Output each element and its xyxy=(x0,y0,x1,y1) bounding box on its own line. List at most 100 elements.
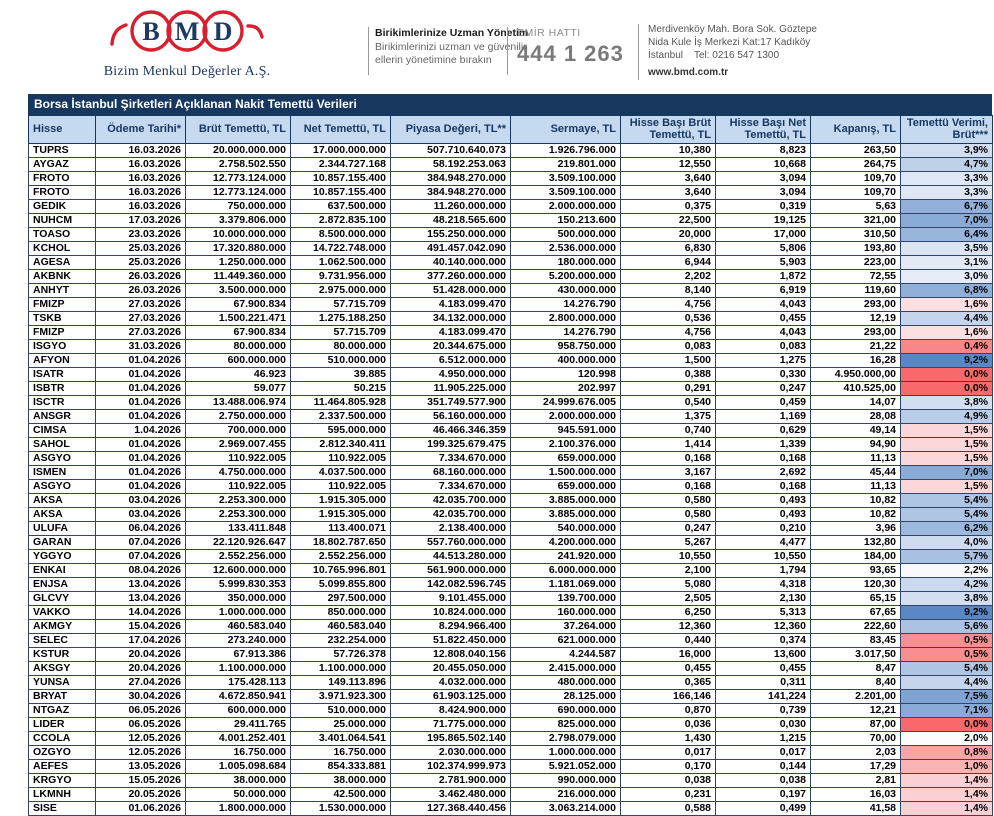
cell-hb_net: 0,455 xyxy=(715,660,811,676)
cell-verim: 3,3% xyxy=(900,170,993,186)
cell-odeme: 16.03.2026 xyxy=(95,198,186,214)
table-row: SAHOL 01.04.2026 2.969.007.455 2.812.340.41… xyxy=(28,436,993,452)
cell-sermaye: 659.000.000 xyxy=(510,478,621,494)
tagline-line-1: Birikimlerinizi uzman ve güvenilir xyxy=(375,40,527,53)
cell-sermaye: 202.997 xyxy=(510,380,621,396)
cell-net: 2.552.256.000 xyxy=(290,548,391,564)
cell-kapanis: 65,15 xyxy=(810,590,901,606)
cell-kapanis: 41,58 xyxy=(810,800,901,816)
letterhead: B M D Bizim Menkul Değerler A.Ş. Birikim… xyxy=(0,0,994,92)
order-hotline-label: EMİR HATTI xyxy=(517,27,581,39)
table-row: SISE 01.06.2026 1.800.000.000 1.530.000.000… xyxy=(28,800,993,816)
cell-hisse: AFYON xyxy=(28,352,96,368)
order-hotline-block: EMİR HATTI 444 1 263 xyxy=(507,27,624,75)
cell-odeme: 15.04.2026 xyxy=(95,618,186,634)
cell-net: 3.401.064.541 xyxy=(290,730,391,746)
cell-verim: 1,5% xyxy=(900,478,993,494)
cell-net: 4.037.500.000 xyxy=(290,464,391,480)
cell-kapanis: 184,00 xyxy=(810,548,901,564)
cell-hb_brut: 5,080 xyxy=(620,576,716,592)
cell-brut: 67.900.834 xyxy=(185,324,291,340)
cell-brut: 460.583.040 xyxy=(185,618,291,634)
cell-hb_net: 0,017 xyxy=(715,744,811,760)
cell-brut: 1.005.098.684 xyxy=(185,758,291,774)
cell-piyasa: 11.905.225.000 xyxy=(390,380,511,396)
cell-hisse: AEFES xyxy=(28,758,96,774)
cell-verim: 1,4% xyxy=(900,772,993,788)
cell-net: 3.971.923.300 xyxy=(290,688,391,704)
cell-verim: 1,0% xyxy=(900,758,993,774)
cell-hisse: ASGYO xyxy=(28,478,96,494)
cell-brut: 110.922.005 xyxy=(185,450,291,466)
cell-hisse: GLCVY xyxy=(28,590,96,606)
cell-hb_brut: 8,140 xyxy=(620,282,716,298)
cell-brut: 1.100.000.000 xyxy=(185,660,291,676)
cell-hb_net: 5,903 xyxy=(715,254,811,270)
cell-sermaye: 3.063.214.000 xyxy=(510,800,621,816)
cell-piyasa: 20.455.050.000 xyxy=(390,660,511,676)
cell-odeme: 08.04.2026 xyxy=(95,562,186,578)
table-row: ANHYT 26.03.2026 3.500.000.000 2.975.000.00… xyxy=(28,282,993,298)
cell-sermaye: 28.125.000 xyxy=(510,688,621,704)
cell-odeme: 16.03.2026 xyxy=(95,156,186,172)
cell-piyasa: 48.218.565.600 xyxy=(390,212,511,228)
cell-net: 16.750.000 xyxy=(290,744,391,760)
cell-kapanis: 10,82 xyxy=(810,492,901,508)
cell-hisse: ISATR xyxy=(28,366,96,382)
cell-hisse: SISE xyxy=(28,800,96,816)
cell-hb_brut: 0,588 xyxy=(620,800,716,816)
cell-brut: 46.923 xyxy=(185,366,291,382)
cell-hb_brut: 0,083 xyxy=(620,338,716,354)
cell-verim: 1,6% xyxy=(900,324,993,340)
svg-text:M: M xyxy=(175,17,200,46)
cell-hb_brut: 0,536 xyxy=(620,310,716,326)
cell-piyasa: 384.948.270.000 xyxy=(390,184,511,200)
cell-kapanis: 70,00 xyxy=(810,730,901,746)
cell-net: 1.062.500.000 xyxy=(290,254,391,270)
cell-hb_brut: 22,500 xyxy=(620,212,716,228)
cell-net: 25.000.000 xyxy=(290,716,391,732)
cell-hisse: FROTO xyxy=(28,170,96,186)
cell-hisse: LIDER xyxy=(28,716,96,732)
table-row: KSTUR 20.04.2026 67.913.386 57.726.378 12.80… xyxy=(28,646,993,662)
table-row: CIMSA 1.04.2026 700.000.000 595.000.000 46.4… xyxy=(28,422,993,438)
cell-sermaye: 5.921.052.000 xyxy=(510,758,621,774)
table-row: ULUFA 06.04.2026 133.411.848 113.400.071 2.1… xyxy=(28,520,993,536)
table-row: ENKAI 08.04.2026 12.600.000.000 10.765.996.… xyxy=(28,562,993,578)
website-link[interactable]: www.bmd.com.tr xyxy=(648,67,729,79)
cell-hb_net: 0,493 xyxy=(715,506,811,522)
cell-hb_brut: 0,231 xyxy=(620,786,716,802)
cell-kapanis: 410.525,00 xyxy=(810,380,901,396)
cell-hb_net: 12,360 xyxy=(715,618,811,634)
cell-hisse: YGGYO xyxy=(28,548,96,564)
cell-odeme: 01.04.2026 xyxy=(95,450,186,466)
cell-kapanis: 119,60 xyxy=(810,282,901,298)
cell-hb_brut: 0,038 xyxy=(620,772,716,788)
cell-net: 297.500.000 xyxy=(290,590,391,606)
cell-piyasa: 56.160.000.000 xyxy=(390,408,511,424)
cell-sermaye: 2.000.000.000 xyxy=(510,198,621,214)
cell-hb_net: 0,210 xyxy=(715,520,811,536)
cell-hb_brut: 2,100 xyxy=(620,562,716,578)
cell-hb_net: 1,872 xyxy=(715,268,811,284)
cell-odeme: 25.03.2026 xyxy=(95,254,186,270)
cell-verim: 6,4% xyxy=(900,226,993,242)
cell-piyasa: 155.250.000.000 xyxy=(390,226,511,242)
cell-piyasa: 61.903.125.000 xyxy=(390,688,511,704)
table-row: SELEC 17.04.2026 273.240.000 232.254.000 51.… xyxy=(28,632,993,648)
cell-brut: 2.969.007.455 xyxy=(185,436,291,452)
cell-hb_net: 0,629 xyxy=(715,422,811,438)
cell-kapanis: 293,00 xyxy=(810,324,901,340)
tagline-line-2: ellerin yönetimine bırakın xyxy=(375,54,492,67)
cell-odeme: 16.03.2026 xyxy=(95,170,186,186)
table-row: ASGYO 01.04.2026 110.922.005 110.922.005 7.3… xyxy=(28,478,993,494)
cell-sermaye: 2.000.000.000 xyxy=(510,408,621,424)
cell-sermaye: 120.998 xyxy=(510,366,621,382)
cell-brut: 1.800.000.000 xyxy=(185,800,291,816)
cell-brut: 1.250.000.000 xyxy=(185,254,291,270)
cell-kapanis: 72,55 xyxy=(810,268,901,284)
column-header-verim: Temettü Verimi, Brüt*** xyxy=(900,115,993,144)
cell-hb_net: 1,215 xyxy=(715,730,811,746)
cell-piyasa: 377.260.000.000 xyxy=(390,268,511,284)
cell-verim: 3,9% xyxy=(900,142,993,158)
